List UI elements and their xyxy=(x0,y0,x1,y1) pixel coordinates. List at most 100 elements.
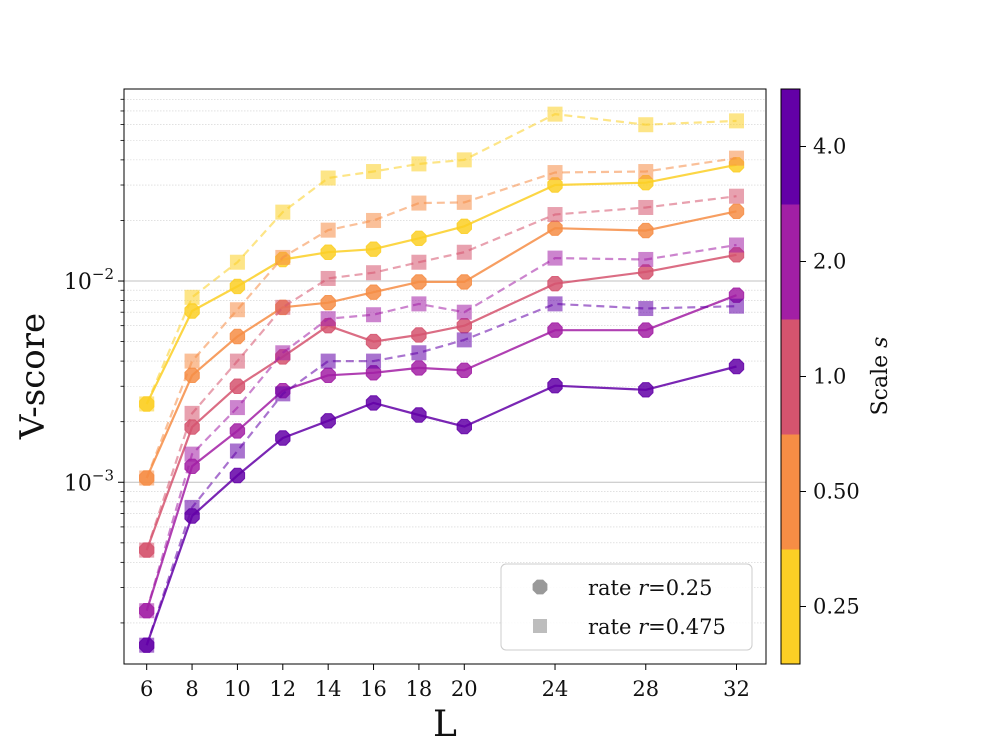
data-point xyxy=(456,274,472,290)
x-tick-label: 16 xyxy=(360,677,387,701)
data-point xyxy=(547,276,563,292)
data-point xyxy=(184,367,200,383)
data-point xyxy=(366,164,382,180)
data-point xyxy=(139,396,155,412)
data-point xyxy=(547,165,563,181)
data-point xyxy=(547,177,563,193)
data-point xyxy=(728,203,745,219)
data-point xyxy=(638,117,654,133)
data-point xyxy=(411,230,427,246)
data-point xyxy=(411,296,427,312)
data-point xyxy=(275,386,291,402)
data-point xyxy=(229,423,246,439)
series-line xyxy=(145,157,737,479)
colorbar-segment xyxy=(781,89,800,205)
x-tick-label: 8 xyxy=(185,677,198,701)
data-point xyxy=(366,307,382,323)
data-point xyxy=(320,222,336,238)
data-point xyxy=(456,244,472,260)
data-point xyxy=(229,400,245,416)
colorbar-segment xyxy=(781,549,800,665)
plot-frame xyxy=(123,88,767,665)
data-point xyxy=(184,446,200,462)
data-point xyxy=(411,156,427,172)
data-point xyxy=(184,303,200,319)
series-s1.0-r0.475 xyxy=(139,188,745,558)
colorbar-segment xyxy=(781,434,800,550)
data-point xyxy=(365,333,382,350)
data-point xyxy=(229,443,245,459)
legend-frame xyxy=(500,563,753,651)
data-point xyxy=(184,289,200,305)
colorbar-segment xyxy=(781,319,800,435)
data-point xyxy=(184,405,200,421)
data-point xyxy=(320,295,336,311)
data-point xyxy=(729,298,745,314)
legend-entry-rate-025: rate r=0.25 xyxy=(588,576,713,600)
data-point xyxy=(547,106,563,122)
data-point xyxy=(229,302,245,318)
data-point xyxy=(638,199,654,215)
x-tick-label: 32 xyxy=(723,677,750,701)
x-tick-label: 24 xyxy=(542,677,569,701)
colorbar-tick-label: 0.25 xyxy=(813,595,860,619)
grid-layer xyxy=(124,98,766,624)
data-point xyxy=(547,296,563,312)
data-point xyxy=(320,170,336,186)
data-point xyxy=(184,499,200,515)
data-point xyxy=(547,250,563,266)
legend-square-marker xyxy=(533,619,547,633)
y-tick-label: 10−2 xyxy=(64,265,114,295)
data-point xyxy=(729,150,745,166)
data-point xyxy=(229,378,246,394)
series-line xyxy=(145,243,737,612)
colorbar-tick-label: 4.0 xyxy=(813,135,846,159)
data-point xyxy=(456,318,472,334)
x-tick-label: 12 xyxy=(269,677,296,701)
data-point xyxy=(320,367,336,383)
data-point xyxy=(638,251,654,267)
data-point xyxy=(638,301,654,317)
data-point xyxy=(139,470,155,486)
data-point xyxy=(365,395,382,411)
x-axis-label: L xyxy=(433,704,457,745)
x-tick-label: 6 xyxy=(140,677,153,701)
data-point xyxy=(638,164,654,180)
data-point xyxy=(366,353,382,369)
data-point xyxy=(229,328,246,345)
legend-entry-rate-0475: rate r=0.475 xyxy=(588,615,726,639)
data-point xyxy=(638,264,654,280)
y-tick-label: 10−3 xyxy=(64,466,114,496)
data-point xyxy=(366,265,382,281)
data-point xyxy=(638,322,654,338)
data-point xyxy=(729,188,745,204)
data-point xyxy=(411,345,427,361)
data-point xyxy=(139,603,155,619)
y-axis-label: V-score xyxy=(13,313,53,440)
x-tick-label: 28 xyxy=(632,677,659,701)
series-s0.50-r0.475 xyxy=(139,150,745,486)
series-s2.0-r0.475 xyxy=(139,237,745,619)
legend-circle-marker xyxy=(532,579,548,595)
data-point xyxy=(547,220,563,236)
data-point xyxy=(320,413,336,429)
data-point xyxy=(456,218,472,234)
data-point xyxy=(229,467,246,484)
data-point xyxy=(365,241,382,257)
series-s0.50-r0.25 xyxy=(139,203,745,486)
data-point xyxy=(275,204,291,220)
data-point xyxy=(411,254,427,270)
colorbar-tick-label: 1.0 xyxy=(813,365,846,389)
data-point xyxy=(275,345,291,361)
axis-layer: 6 8 10 12 14 16 18 20 24 28 32 10−3 10−2 xyxy=(64,98,750,701)
data-point xyxy=(547,207,563,223)
data-point xyxy=(729,237,745,253)
data-point xyxy=(275,430,291,446)
data-point xyxy=(547,378,563,394)
data-point xyxy=(411,274,427,290)
data-point xyxy=(456,332,472,348)
series-s4.0-r0.25 xyxy=(139,358,745,653)
data-point xyxy=(320,244,336,260)
